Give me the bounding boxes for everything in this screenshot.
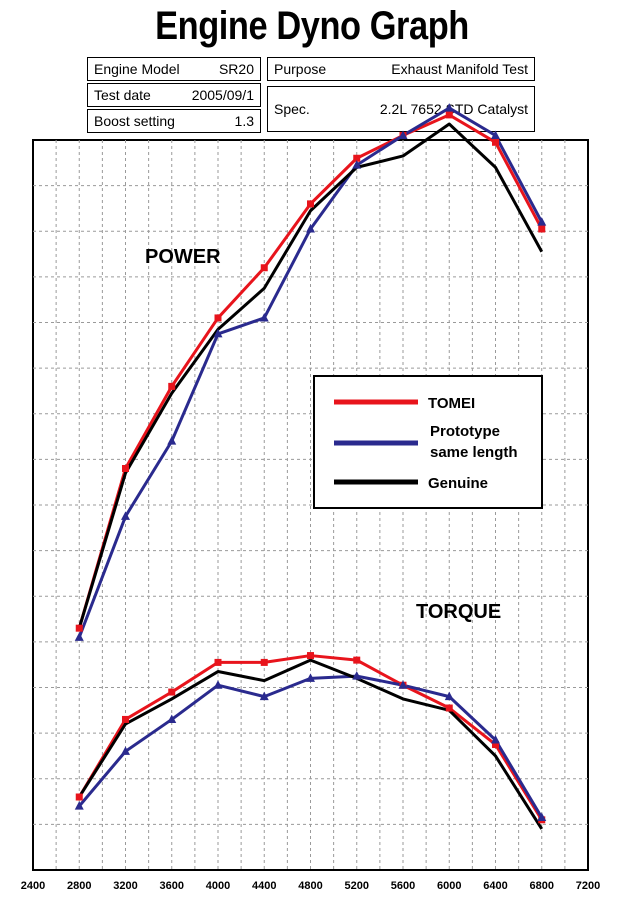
data-point-square — [214, 658, 222, 666]
data-point-square — [260, 658, 268, 666]
legend-label-genuine: Genuine — [428, 475, 488, 492]
data-point-square — [307, 652, 314, 660]
purpose-value: Exhaust Manifold Test — [391, 61, 528, 77]
data-point-square — [492, 138, 499, 146]
data-point-triangle — [74, 801, 84, 810]
engine-model-label: Engine Model — [94, 61, 180, 77]
data-point-square — [214, 314, 222, 322]
test-date-label: Test date — [94, 87, 151, 103]
test-date-box: Test date 2005/09/1 — [87, 83, 261, 107]
data-point-triangle — [121, 746, 130, 755]
purpose-label: Purpose — [274, 61, 327, 77]
data-point-square — [353, 154, 361, 162]
spec-label: Spec. — [274, 101, 310, 117]
data-point-square — [122, 465, 129, 472]
data-point-triangle — [352, 160, 362, 169]
data-point-triangle — [398, 680, 408, 689]
x-tick-label: 6400 — [483, 880, 507, 892]
legend-label-prototype-line2: same length — [430, 444, 518, 461]
torque-label: TORQUE — [416, 601, 501, 623]
x-tick-label: 5600 — [391, 880, 415, 892]
x-tick-label: 5200 — [345, 880, 369, 892]
data-point-triangle — [398, 130, 408, 139]
data-point-triangle — [167, 436, 177, 445]
x-tick-label: 2800 — [67, 880, 91, 892]
data-point-square — [75, 624, 83, 632]
data-point-triangle — [491, 130, 500, 139]
x-tick-label: 7200 — [576, 880, 600, 892]
series-line-torque-genuine — [77, 658, 544, 830]
data-point-triangle — [444, 103, 454, 112]
boost-setting-value: 1.3 — [234, 113, 254, 129]
data-point-triangle — [537, 217, 547, 226]
legend-label-prototype-line1: Prototype — [430, 423, 500, 440]
data-point-triangle — [444, 691, 454, 701]
data-point-triangle — [306, 223, 315, 233]
data-point-triangle — [491, 734, 500, 744]
data-point-square — [168, 382, 176, 390]
data-point-triangle — [306, 673, 315, 682]
x-tick-label: 4000 — [206, 880, 230, 892]
data-point-square — [75, 793, 83, 801]
x-tick-label: 2400 — [21, 880, 45, 892]
engine-model-value: SR20 — [218, 61, 254, 77]
spec-box: Spec. 2.2L 7652 STD Catalyst — [267, 86, 535, 132]
x-tick-label: 3600 — [160, 880, 184, 892]
chart-title: Engine Dyno Graph — [155, 4, 469, 48]
data-point-square — [445, 704, 453, 712]
data-point-triangle — [259, 691, 269, 701]
data-point-square — [307, 200, 314, 208]
data-point-square — [168, 688, 176, 696]
x-tick-label: 3200 — [113, 880, 137, 892]
data-point-square — [445, 111, 453, 119]
data-point-triangle — [259, 312, 269, 322]
data-point-triangle — [121, 511, 130, 520]
spec-value: 2.2L 7652 STD Catalyst — [379, 101, 528, 117]
data-point-triangle — [537, 812, 547, 822]
x-tick-label: 4400 — [252, 880, 276, 892]
data-point-square — [260, 264, 268, 272]
data-point-triangle — [213, 680, 223, 689]
legend-label-tomei: TOMEI — [428, 395, 475, 412]
x-tick-label: 6800 — [530, 880, 554, 892]
x-tick-label: 6000 — [437, 880, 461, 892]
boost-setting-label: Boost setting — [94, 113, 175, 129]
data-point-triangle — [74, 632, 84, 641]
data-point-triangle — [352, 671, 362, 680]
data-point-triangle — [213, 328, 223, 338]
power-label: POWER — [145, 246, 221, 268]
boost-setting-box: Boost setting 1.3 — [87, 109, 261, 133]
data-point-square — [538, 225, 546, 233]
data-point-square — [353, 656, 361, 664]
data-point-square — [492, 741, 499, 749]
test-date-value: 2005/09/1 — [191, 87, 254, 103]
data-point-triangle — [167, 714, 177, 723]
purpose-box: Purpose Exhaust Manifold Test — [267, 57, 535, 81]
data-point-square — [122, 715, 129, 723]
x-tick-label: 4800 — [298, 880, 322, 892]
series-line-power-genuine — [77, 122, 544, 629]
engine-model-box: Engine Model SR20 — [87, 57, 261, 81]
